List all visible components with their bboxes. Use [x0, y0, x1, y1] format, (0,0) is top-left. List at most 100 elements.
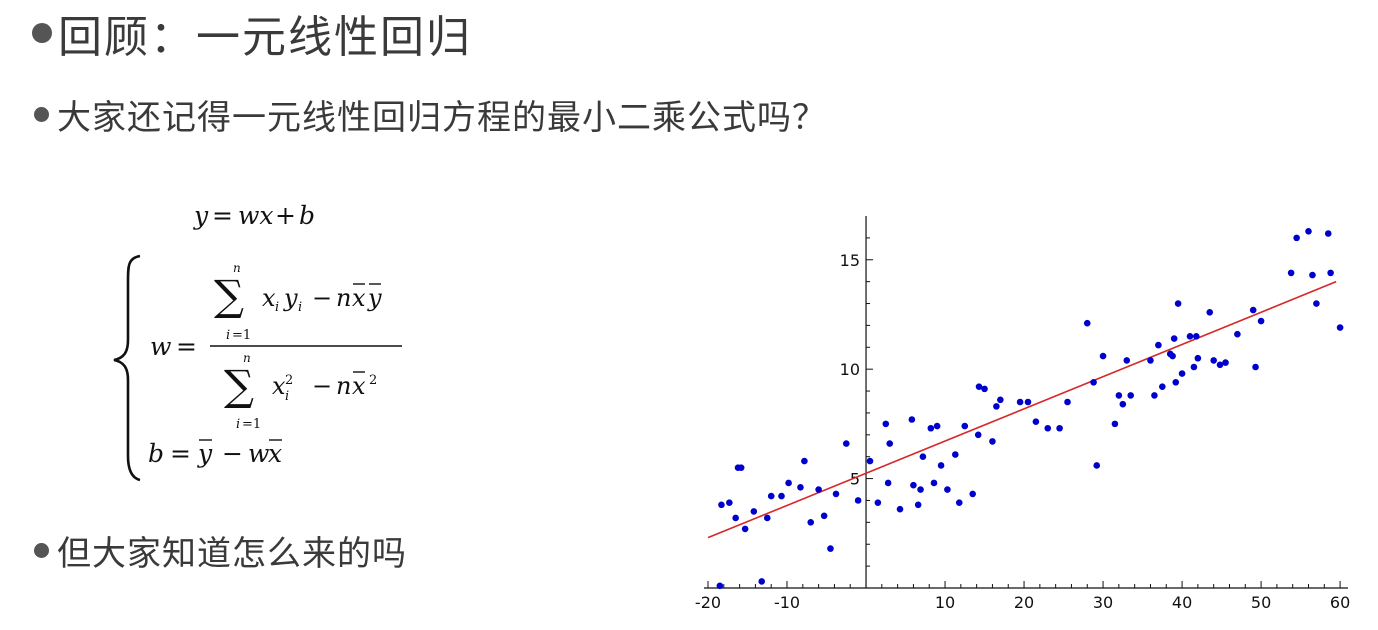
data-point: [758, 578, 766, 585]
data-point: [1190, 363, 1198, 371]
data-point: [1287, 269, 1295, 277]
x-tick-label: -10: [774, 593, 800, 612]
data-point: [1327, 269, 1334, 277]
data-point: [716, 582, 724, 590]
svg-text:=: =: [212, 201, 233, 230]
data-point: [927, 424, 935, 432]
data-point: [1186, 333, 1194, 340]
data-point: [952, 451, 959, 458]
data-point: [1324, 230, 1332, 237]
question-1: 大家还记得一元线性回归方程的最小二乘公式吗？: [34, 90, 827, 138]
data-point: [914, 501, 922, 509]
data-point: [1252, 363, 1259, 371]
data-point: [989, 438, 996, 445]
formula-b: b = y − w x: [148, 439, 282, 468]
data-point: [981, 385, 988, 393]
data-point: [908, 416, 916, 423]
data-point: [997, 396, 1004, 404]
data-point: [801, 457, 808, 465]
data-point: [807, 519, 815, 526]
title-text: 回顾：一元线性回归: [58, 12, 472, 63]
data-point: [1170, 335, 1178, 342]
svg-text:2: 2: [369, 373, 377, 388]
scatter-chart: -20 -10 10 20 30 40 50 60 5 10 15: [690, 208, 1360, 626]
data-point: [896, 505, 904, 513]
data-point: [1151, 392, 1158, 399]
svg-text:+: +: [275, 201, 296, 230]
data-point: [1093, 462, 1101, 469]
data-point: [1083, 319, 1091, 327]
slide-title: 回顾：一元线性回归: [32, 4, 472, 63]
svg-text:−: −: [222, 439, 243, 468]
chart-axes: -20 -10 10 20 30 40 50 60 5 10 15: [695, 216, 1350, 612]
data-point: [1309, 271, 1316, 279]
formula-svg: y = wx + b w = n ∑ i =1 x i y i − n x y: [113, 201, 402, 482]
data-point: [842, 440, 850, 447]
data-point: [1024, 398, 1032, 406]
data-point: [937, 462, 945, 469]
data-point: [1159, 383, 1166, 390]
data-point: [797, 484, 804, 491]
data-point: [785, 479, 792, 487]
svg-text:y: y: [193, 201, 209, 230]
data-point: [886, 440, 894, 447]
x-tick-label: 30: [1093, 593, 1113, 612]
data-point: [778, 492, 785, 500]
data-point: [737, 464, 745, 471]
data-point: [1336, 324, 1344, 331]
svg-text:2: 2: [285, 373, 293, 388]
svg-text:y: y: [197, 439, 213, 468]
svg-text:i: i: [226, 328, 230, 343]
bullet-dot-icon: [34, 106, 49, 122]
data-point: [884, 479, 892, 487]
formula-w: w = n ∑ i =1 x i y i − n x y n ∑ i =1 x …: [150, 261, 402, 432]
data-point: [917, 486, 924, 493]
data-point: [969, 490, 976, 498]
svg-text:i: i: [275, 300, 279, 315]
data-point: [741, 525, 749, 533]
data-point: [1194, 354, 1202, 362]
bullet-dot-icon: [32, 23, 52, 43]
svg-text:w: w: [150, 332, 171, 361]
question-1-text: 大家还记得一元线性回归方程的最小二乘公式吗？: [57, 97, 827, 138]
data-point: [1293, 234, 1300, 242]
svg-text:y: y: [283, 284, 298, 312]
data-point: [1115, 392, 1123, 399]
y-tick-label: 15: [840, 251, 860, 270]
svg-text:=: =: [176, 332, 197, 361]
data-point: [1206, 308, 1214, 316]
data-point: [1016, 398, 1024, 406]
data-point: [1123, 357, 1131, 364]
data-point: [732, 514, 739, 522]
svg-text:x: x: [272, 372, 286, 400]
data-point: [1064, 398, 1071, 406]
data-point: [726, 499, 733, 506]
x-tick-label: 50: [1251, 593, 1271, 612]
svg-text:−: −: [312, 284, 332, 312]
data-point: [919, 453, 927, 461]
data-point: [1090, 379, 1097, 386]
data-point: [1216, 361, 1224, 369]
svg-text:w: w: [248, 439, 269, 468]
x-tick-label: 60: [1330, 593, 1350, 612]
data-point: [832, 490, 840, 498]
data-point: [955, 499, 963, 506]
data-point: [750, 508, 758, 515]
svg-text:n: n: [233, 261, 241, 275]
data-point: [1147, 357, 1154, 364]
svg-text:i: i: [236, 417, 240, 432]
data-point: [827, 545, 834, 552]
data-point: [993, 403, 1000, 410]
chart-svg: -20 -10 10 20 30 40 50 60 5 10 15: [695, 216, 1350, 612]
svg-text:n: n: [336, 284, 351, 312]
data-point: [1222, 359, 1229, 366]
data-point: [866, 457, 874, 465]
x-tick-label: 20: [1014, 593, 1034, 612]
data-point: [1032, 418, 1040, 425]
data-point: [1155, 341, 1162, 349]
regression-line: [707, 280, 1337, 539]
svg-text:x: x: [352, 284, 366, 312]
svg-text:i: i: [285, 389, 289, 404]
y-tick-label: 10: [840, 360, 860, 379]
x-tick-label: 40: [1172, 593, 1192, 612]
